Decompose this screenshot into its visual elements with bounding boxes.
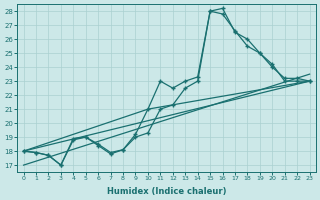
X-axis label: Humidex (Indice chaleur): Humidex (Indice chaleur) bbox=[107, 187, 226, 196]
